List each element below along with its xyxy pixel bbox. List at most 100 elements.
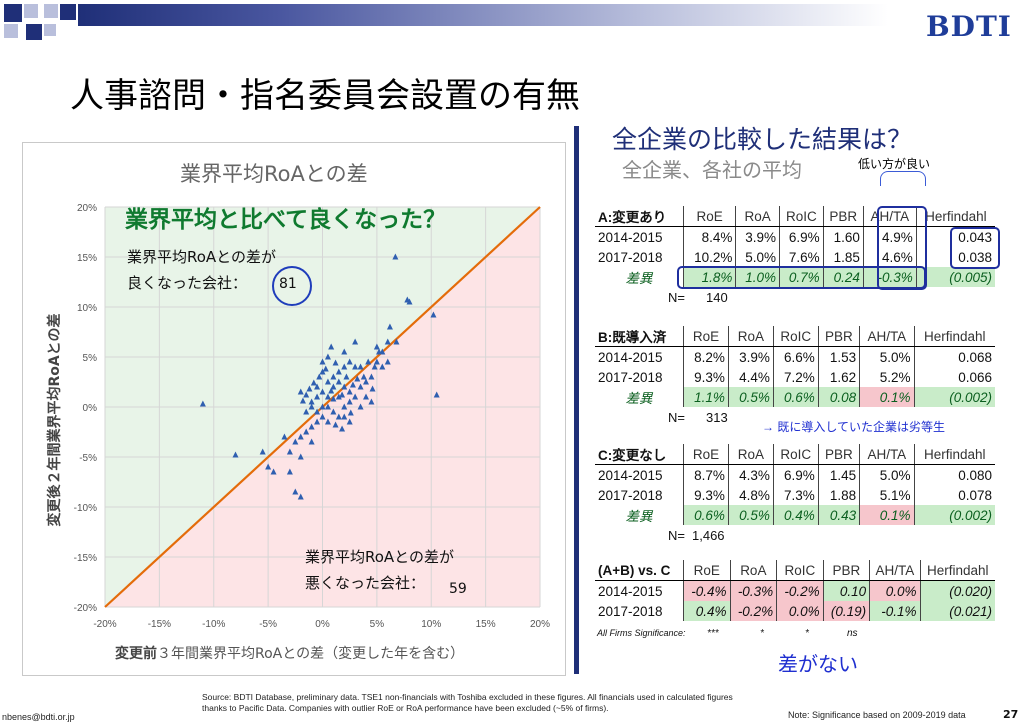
page-title: 人事諮問・指名委員会設置の有無 [70,76,580,116]
decor-square [24,4,38,18]
cell: 5.1% [859,485,915,505]
col-herfindahl: Herfindahl [920,560,995,581]
cell: 8.7% [683,464,729,485]
table-row: 2017-2018 0.4% -0.2% 0.0% (0.19) -0.1% (… [595,601,995,621]
table-a: A:変更あり RoE RoA RoIC PBR AH/TA Herfindahl… [595,206,995,287]
worse-line2: 悪くなった会社： [305,574,426,592]
cell: (0.021) [920,601,995,621]
cell: 9.3% [683,485,729,505]
data-point [319,368,326,375]
col-roic: RoIC [776,560,824,581]
data-point [314,393,321,400]
x-tick-label: -10% [202,619,225,630]
cell: 8.4% [683,226,737,247]
cell: 5.0% [735,247,781,267]
row-label: 2014-2015 [595,346,684,367]
data-point [341,413,348,420]
data-point [319,388,326,395]
data-point [346,358,353,365]
table-d-label: (A+B) vs. C [595,560,684,581]
diff-cell: 0.6% [773,387,819,407]
diff-cell: -0.3% [863,267,917,287]
bdti-logo: BDTI [926,10,1012,43]
diff-cell: (0.002) [914,387,995,407]
diff-cell: 1.8% [683,267,737,287]
diff-cell: 0.24 [823,267,864,287]
brace-mark [880,171,926,186]
diff-cell: (0.002) [914,505,995,525]
cell: 0.4% [683,601,731,621]
col-pbr: PBR [823,206,864,227]
herfindahl-highlight [950,227,1000,269]
sig-pbr: ns [847,628,858,639]
cell: 4.4% [728,367,774,387]
cell: -0.2% [730,601,778,621]
cell: 0.10 [823,580,871,601]
data-point [259,448,266,455]
data-point [303,408,310,415]
data-point [341,403,348,410]
row-label: 2017-2018 [595,247,684,267]
sig-roe: *** [707,628,719,639]
cell: -0.3% [730,580,778,601]
y-tick-label: -15% [74,553,97,564]
data-point [392,253,399,260]
data-point [330,395,337,402]
data-point [314,408,321,415]
data-point [393,338,400,345]
decor-square [44,24,56,36]
cell: 3.9% [728,346,774,367]
n-label-b: N= [668,410,685,425]
data-point [299,397,306,404]
x-tick-label: -20% [93,619,116,630]
data-point [332,421,339,428]
data-point [297,388,304,395]
decor-square [60,4,76,20]
cell: 0.068 [958,349,992,365]
y-tick-label: -10% [74,503,97,514]
table-a-label: A:変更あり [595,206,684,227]
y-axis-label-rest: ２年間業界平均RoAとの差 [47,313,63,485]
n-label-a: N= [668,290,685,305]
table-row: 2017-2018 10.2% 5.0% 7.6% 1.85 4.6% 0.03… [595,247,995,267]
col-roa: RoA [735,206,781,227]
diff-row: 差異 0.6% 0.5% 0.4% 0.43 0.1% (0.002) [595,505,995,525]
data-point [265,463,272,470]
data-point [363,393,369,400]
cell: 4.3% [728,464,774,485]
data-point [335,393,342,400]
data-point [341,383,348,390]
cell: 7.3% [773,485,819,505]
data-point [433,391,440,398]
data-point [368,373,375,380]
significance-note: Note: Significance based on 2009-2019 da… [788,710,966,720]
data-point [297,453,304,460]
cell: -0.4% [683,580,731,601]
cell: 0.078 [958,487,992,503]
cell: 6.9% [779,226,824,247]
better-line1: 業界平均RoAとの差が [127,248,277,266]
email: nbenes@bdti.or.jp [2,712,75,722]
data-point [324,403,331,410]
better-line2: 良くなった会社： [127,274,248,292]
table-row: 2017-2018 9.3% 4.8% 7.3% 1.88 5.1% 0.078 [595,485,995,505]
cell: 0.0% [869,580,921,601]
x-tick-label: 5% [370,619,385,630]
row-label: 2014-2015 [595,464,684,485]
table-row: 2014-2015 -0.4% -0.3% -0.2% 0.10 0.0% (0… [595,580,995,601]
data-point [324,393,331,400]
y-tick-label: 10% [77,303,97,314]
col-ahta: AH/TA [869,560,921,581]
worse-annotation: 業界平均RoAとの差が 悪くなった会社： [305,544,454,596]
source-note: Source: BDTI Database, preliminary data.… [202,692,733,713]
diff-label: 差異 [595,505,684,525]
right-subtitle: 全企業、各社の平均 [622,158,802,182]
right-title: 全企業の比較した結果は？ [612,125,913,154]
sig-roa: * [760,628,764,639]
data-point [341,363,348,370]
data-point [308,398,315,405]
significance-label: All Firms Significance: [597,628,686,638]
sig-roic: * [805,628,809,639]
data-point [352,338,359,345]
x-tick-label: -15% [148,619,171,630]
